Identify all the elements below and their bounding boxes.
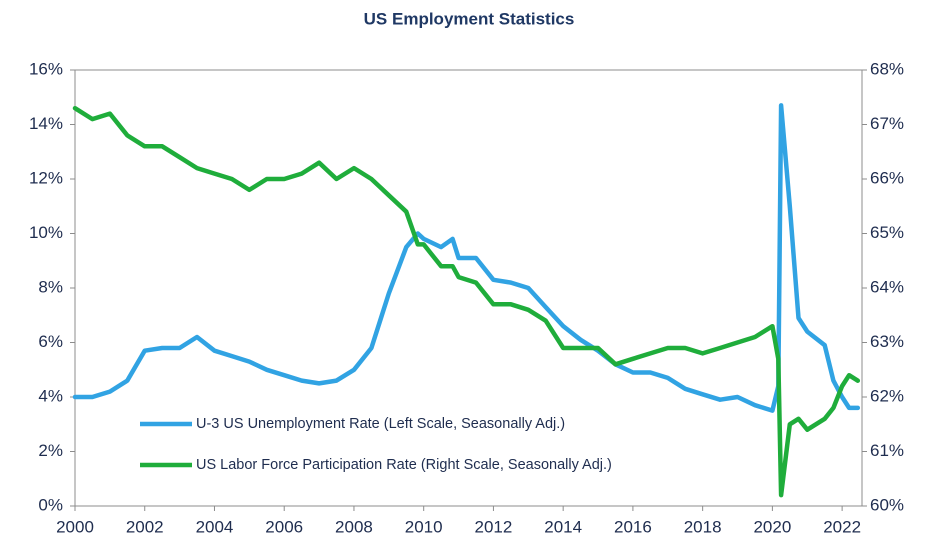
y-tick-label: 8%: [38, 277, 63, 296]
y2-tick-label: 67%: [870, 114, 904, 133]
y-tick-label: 10%: [29, 223, 63, 242]
y-tick-label: 14%: [29, 114, 63, 133]
y-tick-label: 6%: [38, 332, 63, 351]
x-tick-label: 2006: [265, 517, 303, 536]
x-tick-label: 2020: [753, 517, 791, 536]
x-tick-label: 2010: [405, 517, 443, 536]
y-tick-label: 16%: [29, 59, 63, 78]
x-tick-label: 2002: [126, 517, 164, 536]
y2-tick-label: 63%: [870, 332, 904, 351]
plot-frame: [74, 69, 863, 507]
x-tick-label: 2018: [684, 517, 722, 536]
legend-label: US Labor Force Participation Rate (Right…: [196, 457, 612, 473]
y2-tick-label: 65%: [870, 223, 904, 242]
chart-title: US Employment Statistics: [364, 9, 575, 28]
y-tick-label: 12%: [29, 168, 63, 187]
y2-tick-label: 68%: [870, 59, 904, 78]
x-tick-label: 2012: [475, 517, 513, 536]
x-tick-label: 2000: [56, 517, 94, 536]
x-tick-label: 2022: [823, 517, 861, 536]
y2-tick-label: 64%: [870, 277, 904, 296]
series-line: [72, 103, 861, 413]
y2-tick-label: 60%: [870, 495, 904, 514]
series-line: [72, 105, 861, 498]
y-tick-label: 4%: [38, 386, 63, 405]
y2-tick-label: 61%: [870, 441, 904, 460]
x-tick-label: 2016: [614, 517, 652, 536]
y2-tick-label: 62%: [870, 386, 904, 405]
x-tick-label: 2014: [544, 517, 582, 536]
y-tick-label: 2%: [38, 441, 63, 460]
x-tick-label: 2008: [335, 517, 373, 536]
y-tick-label: 0%: [38, 495, 63, 514]
legend-label: U-3 US Unemployment Rate (Left Scale, Se…: [196, 416, 565, 432]
y2-tick-label: 66%: [870, 168, 904, 187]
x-tick-label: 2004: [196, 517, 234, 536]
